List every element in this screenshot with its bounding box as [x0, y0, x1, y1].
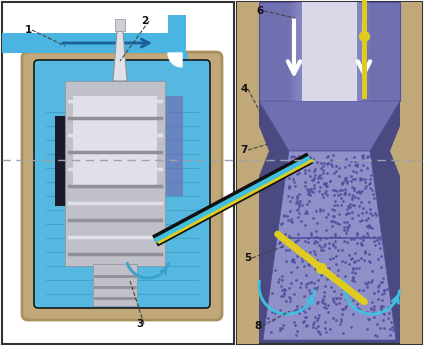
Bar	[93, 264, 137, 306]
Text: 6: 6	[257, 6, 264, 16]
Bar	[302, 2, 357, 101]
FancyBboxPatch shape	[34, 60, 210, 308]
Text: 3: 3	[137, 319, 144, 329]
Polygon shape	[113, 31, 127, 81]
Bar	[2, 33, 184, 53]
Bar	[294, 2, 365, 101]
Bar	[288, 2, 371, 101]
Bar	[237, 2, 422, 344]
Text: 5: 5	[244, 253, 251, 263]
Bar	[290, 2, 369, 101]
Bar	[168, 15, 186, 53]
Bar	[115, 19, 125, 31]
Bar	[302, 2, 357, 101]
Bar	[168, 53, 188, 118]
Bar	[300, 2, 359, 101]
Polygon shape	[390, 2, 422, 344]
Bar	[292, 2, 367, 101]
Bar	[2, 2, 234, 344]
Text: 2: 2	[141, 16, 149, 26]
Bar	[259, 2, 400, 101]
Bar	[165, 96, 183, 196]
Bar	[65, 81, 165, 266]
Bar	[73, 96, 157, 186]
Text: 1: 1	[24, 25, 32, 35]
Bar	[298, 2, 361, 101]
Polygon shape	[168, 53, 182, 67]
Bar	[97, 116, 107, 206]
Polygon shape	[259, 101, 400, 151]
Text: 8: 8	[254, 321, 262, 331]
Bar	[296, 2, 363, 101]
Text: 7: 7	[240, 145, 248, 155]
FancyBboxPatch shape	[22, 52, 222, 320]
Bar	[55, 116, 97, 206]
Polygon shape	[263, 151, 396, 340]
Text: 4: 4	[240, 84, 248, 94]
Polygon shape	[237, 2, 269, 344]
